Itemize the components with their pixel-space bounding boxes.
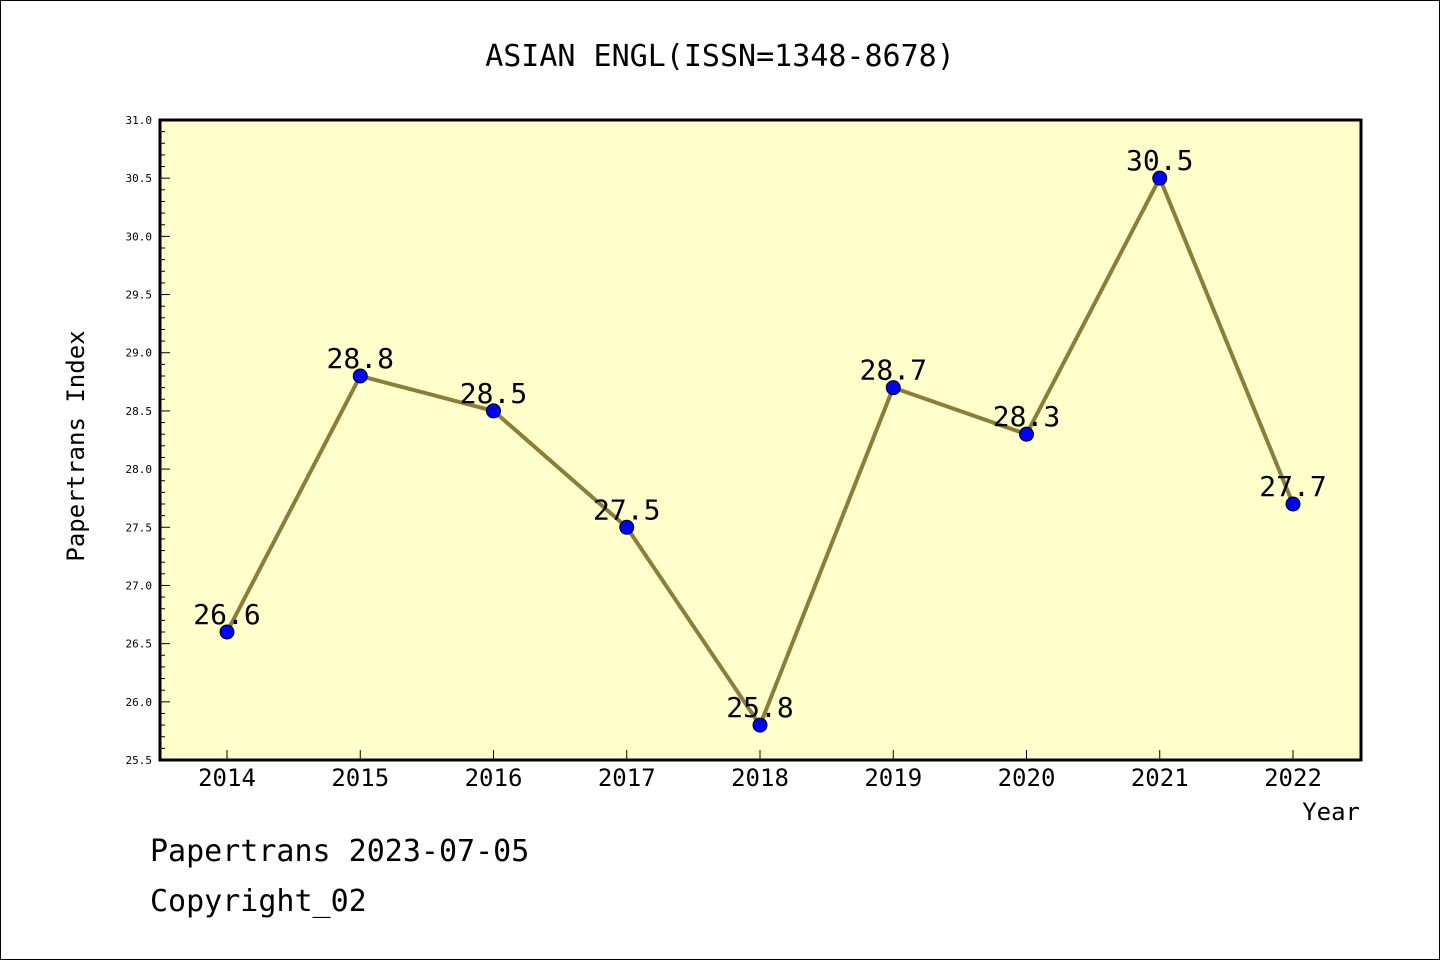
- chart-title: ASIAN ENGL(ISSN=1348-8678): [485, 39, 955, 74]
- y-tick-label: 30.0: [126, 230, 153, 243]
- x-tick-label: 2017: [598, 764, 656, 792]
- data-label: 28.7: [860, 354, 927, 387]
- data-point: [752, 717, 768, 733]
- data-point: [219, 624, 235, 640]
- data-point: [352, 368, 368, 384]
- footer-copyright-text: Copyright_02: [150, 884, 367, 919]
- y-tick-label: 29.0: [126, 347, 153, 360]
- y-tick-label: 27.0: [126, 579, 153, 592]
- data-label: 30.5: [1126, 144, 1193, 177]
- x-axis-ticks: 2014 2015 2016 2017 2018 2019 2020 2021 2022: [198, 750, 1322, 792]
- y-tick-label: 29.5: [126, 289, 153, 302]
- y-tick-label: 26.0: [126, 696, 153, 709]
- data-point: [885, 380, 901, 396]
- x-tick-label: 2014: [198, 764, 256, 792]
- data-label: 28.3: [993, 400, 1060, 433]
- data-label: 28.5: [460, 377, 527, 410]
- plot-area: [160, 120, 1361, 760]
- data-label: 27.7: [1259, 470, 1326, 503]
- data-point: [1152, 170, 1168, 186]
- series-layer: 26.6 28.8 28.5 27.5 25.8 28.7 28.3 30.5 27.7: [193, 144, 1327, 733]
- data-label: 28.8: [327, 342, 394, 375]
- y-axis-label: Papertrans Index: [62, 330, 90, 561]
- footer-date-text: Papertrans 2023-07-05: [150, 834, 530, 869]
- x-tick-label: 2022: [1264, 764, 1322, 792]
- x-axis-label: Year: [1302, 798, 1360, 826]
- y-tick-label: 27.5: [126, 521, 153, 534]
- y-axis-ticks: 25.5 26.0 26.5 27.0 27.5 28.0 28.5 29.0 29.5 30.0…: [126, 114, 170, 767]
- x-tick-label: 2021: [1131, 764, 1189, 792]
- data-point: [1019, 426, 1034, 442]
- y-tick-label: 28.0: [126, 463, 153, 476]
- data-label: 27.5: [593, 493, 660, 526]
- y-tick-label: 26.5: [126, 638, 153, 651]
- data-label: 26.6: [193, 598, 260, 631]
- x-tick-label: 2018: [731, 764, 789, 792]
- y-tick-label: 28.5: [126, 405, 153, 418]
- x-tick-label: 2020: [998, 764, 1056, 792]
- data-point: [619, 519, 635, 535]
- y-tick-label: 31.0: [126, 114, 153, 127]
- y-tick-label: 25.5: [126, 754, 153, 767]
- x-tick-label: 2015: [331, 764, 389, 792]
- data-point: [1285, 496, 1301, 512]
- data-label: 25.8: [726, 691, 793, 724]
- x-tick-label: 2016: [465, 764, 523, 792]
- data-point: [486, 403, 501, 419]
- x-tick-label: 2019: [864, 764, 922, 792]
- plot-border: [158, 118, 1363, 762]
- y-tick-label: 30.5: [126, 172, 153, 185]
